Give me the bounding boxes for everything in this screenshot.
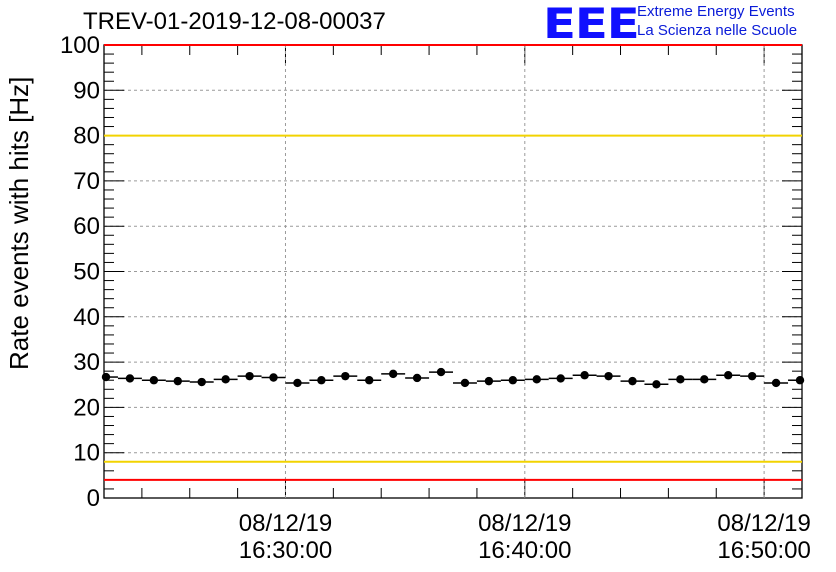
y-tick-label: 20: [73, 394, 100, 421]
logo-caption-line2: La Scienza nelle Scuole: [637, 22, 798, 39]
data-point: [532, 375, 541, 384]
data-point: [245, 371, 254, 381]
data-point: [508, 376, 518, 385]
logo-caption-line1: Extreme Energy Events: [637, 3, 795, 20]
data-point: [771, 378, 781, 388]
y-axis-label: Rate events with hits [Hz]: [4, 76, 34, 370]
data-point: [317, 376, 326, 385]
x-tick-time: 16:40:00: [478, 537, 571, 564]
y-tick-label: 50: [73, 259, 100, 286]
data-point: [580, 371, 589, 380]
data-point: [460, 378, 470, 388]
data-point: [412, 373, 422, 383]
data-point: [101, 372, 111, 382]
x-tick-time: 16:30:00: [239, 537, 332, 564]
data-point: [269, 373, 278, 382]
data-point: [484, 376, 494, 386]
data-point: [436, 367, 446, 377]
data-point: [676, 375, 685, 384]
y-tick-label: 90: [73, 77, 100, 104]
data-point: [747, 371, 757, 381]
y-axis-label-wrap: Rate events with hits [Hz]: [4, 77, 34, 370]
x-tick-date: 08/12/19: [478, 510, 571, 537]
y-tick-label: 10: [73, 440, 100, 467]
data-point: [293, 378, 302, 388]
data-point: [365, 376, 374, 385]
chart-title: TREV-01-2019-12-08-00037: [83, 8, 386, 35]
data-point: [125, 374, 135, 383]
data-point: [221, 375, 230, 384]
y-tick-label: 0: [87, 485, 100, 512]
data-point: [724, 371, 733, 380]
data-point: [795, 376, 805, 385]
x-tick-date: 08/12/19: [239, 510, 332, 537]
data-point: [604, 371, 613, 381]
data-point: [556, 374, 565, 383]
y-tick-label: 30: [73, 349, 100, 376]
data-point: [197, 377, 206, 387]
y-tick-label: 80: [73, 123, 100, 150]
eee-logo: EEE: [543, 0, 640, 48]
x-tick-time: 16:50:00: [717, 537, 810, 564]
y-tick-label: 100: [60, 32, 100, 59]
x-tick-date: 08/12/19: [717, 510, 810, 537]
data-point: [388, 369, 398, 379]
y-tick-label: 70: [73, 168, 100, 195]
data-point: [652, 380, 661, 389]
y-tick-label: 40: [73, 304, 100, 331]
data-point: [149, 376, 159, 385]
logo-caption: Extreme Energy Events La Scienza nelle S…: [637, 2, 797, 40]
data-point: [700, 375, 709, 384]
y-tick-label: 60: [73, 213, 100, 240]
data-point: [341, 371, 350, 381]
data-point: [173, 376, 182, 386]
data-point: [628, 376, 637, 386]
